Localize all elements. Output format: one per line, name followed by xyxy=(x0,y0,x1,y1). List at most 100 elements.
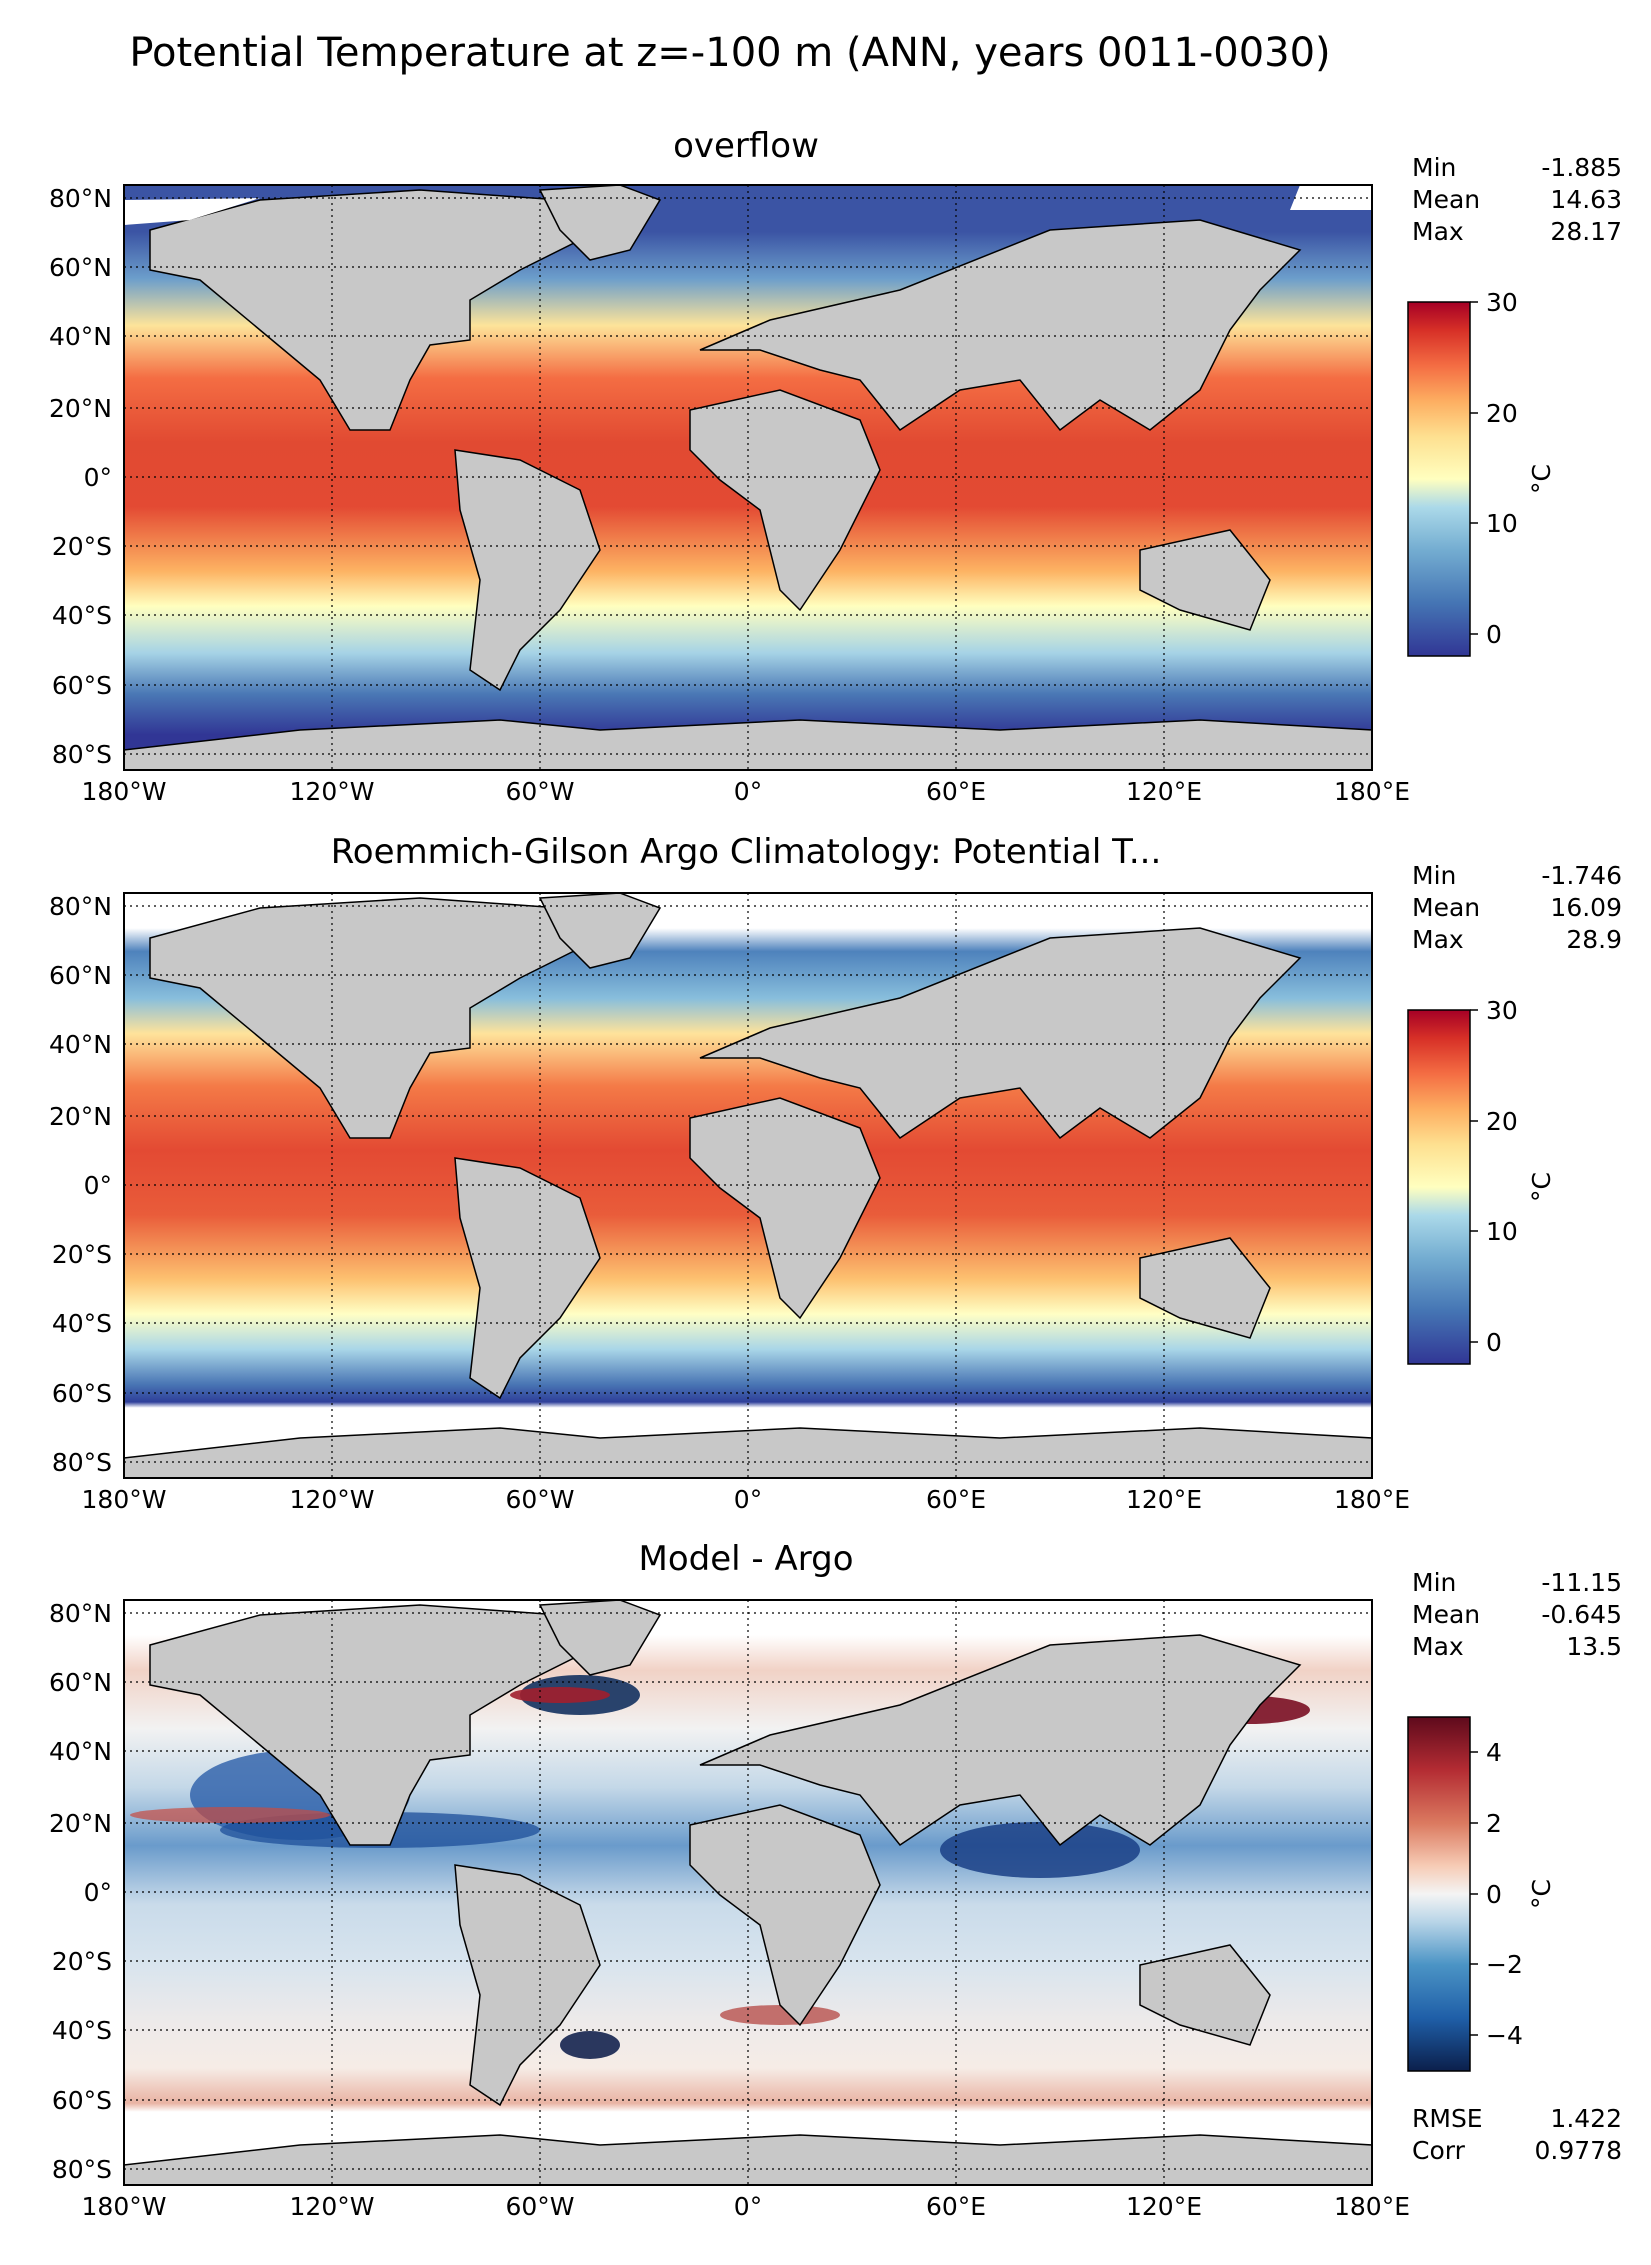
lat-tick-label: 0° xyxy=(84,463,112,492)
lat-tick-label: 80°N xyxy=(49,892,112,921)
gridlines xyxy=(124,1600,1372,2185)
colorbar: 0 10 20 30 °C xyxy=(1407,288,1556,657)
panel-overflow: overflow xyxy=(0,126,1651,840)
lat-tick-label: 40°S xyxy=(52,601,112,630)
stat-label: Max xyxy=(1412,925,1464,954)
lat-tick-label: 40°S xyxy=(52,1309,112,1338)
map-plot: 80°N 60°N 40°N 20°N 0° 20°S 40°S 60°S 80… xyxy=(49,184,1556,806)
lat-tick-label: 80°N xyxy=(49,1599,112,1628)
stat-label: Corr xyxy=(1412,2136,1465,2165)
stat-value: -1.746 xyxy=(1541,861,1622,890)
lon-tick-label: 180°W xyxy=(82,777,167,806)
lat-tick-label: 0° xyxy=(84,1171,112,1200)
lon-tick-label: 180°E xyxy=(1334,1485,1410,1514)
stat-value: 28.9 xyxy=(1566,925,1622,954)
colorbar-tick-label: 0 xyxy=(1486,620,1502,649)
colorbar: −4 −2 0 2 4 °C xyxy=(1407,1716,1556,2072)
lon-tick-label: 60°E xyxy=(926,1485,986,1514)
stat-value: 13.5 xyxy=(1566,1632,1622,1661)
panel-title: Model - Argo xyxy=(638,1539,854,1579)
lat-tick-label: 20°S xyxy=(52,532,112,561)
colorbar-bar xyxy=(1407,1716,1471,2072)
lat-tick-label: 20°N xyxy=(49,394,112,423)
lon-tick-label: 180°W xyxy=(82,2192,167,2221)
gridlines xyxy=(124,893,1372,1478)
colorbar-tick-label: 10 xyxy=(1486,1217,1518,1246)
figure-title: Potential Temperature at z=-100 m (ANN, … xyxy=(129,30,1331,76)
stat-label: Mean xyxy=(1412,893,1481,922)
stat-label: Max xyxy=(1412,1632,1464,1661)
colorbar-label: °C xyxy=(1527,464,1556,494)
lat-tick-label: 0° xyxy=(84,1878,112,1907)
lat-tick-label: 60°S xyxy=(52,671,112,700)
colorbar-tick-label: 30 xyxy=(1486,288,1518,317)
panel-argo-climatology: Roemmich-Gilson Argo Climatology: Potent… xyxy=(0,832,1651,1548)
lat-tick-labels: 80°N 60°N 40°N 20°N 0° 20°S 40°S 60°S 80… xyxy=(49,184,112,769)
colorbar-bar xyxy=(1407,1009,1471,1365)
lat-tick-label: 40°N xyxy=(49,1030,112,1059)
stat-value: 1.422 xyxy=(1550,2104,1622,2133)
lat-tick-label: 80°S xyxy=(52,1448,112,1477)
lon-tick-label: 0° xyxy=(734,1485,762,1514)
lon-tick-label: 60°E xyxy=(926,2192,986,2221)
stat-value: 28.17 xyxy=(1550,217,1622,246)
stats-box-rmse-corr: RMSE 1.422 Corr 0.9778 xyxy=(1412,2103,1622,2167)
colorbar-tick-label: 0 xyxy=(1486,1880,1502,1909)
lat-tick-label: 40°N xyxy=(49,322,112,351)
stat-value: 0.9778 xyxy=(1534,2136,1622,2165)
lon-tick-label: 60°W xyxy=(505,1485,574,1514)
lon-tick-label: 0° xyxy=(734,777,762,806)
lon-tick-label: 180°W xyxy=(82,1485,167,1514)
map-frame xyxy=(123,892,1373,1479)
stat-label: Min xyxy=(1412,861,1457,890)
lon-tick-label: 60°W xyxy=(505,777,574,806)
map-frame xyxy=(123,184,1373,771)
lat-tick-label: 60°S xyxy=(52,2086,112,2115)
colorbar-tick-label: 20 xyxy=(1486,1107,1518,1136)
stat-value: -1.885 xyxy=(1541,153,1622,182)
lat-tick-label: 80°N xyxy=(49,184,112,213)
lat-tick-labels: 80°N 60°N 40°N 20°N 0° 20°S 40°S 60°S 80… xyxy=(49,1599,112,2184)
lat-tick-label: 40°S xyxy=(52,2016,112,2045)
colorbar-label: °C xyxy=(1527,1172,1556,1202)
lon-tick-label: 60°E xyxy=(926,777,986,806)
lon-tick-labels: 180°W 120°W 60°W 0° 60°E 120°E 180°E xyxy=(82,1485,1410,1514)
map-plot: 80°N 60°N 40°N 20°N 0° 20°S 40°S 60°S 80… xyxy=(49,1599,1556,2221)
lat-tick-labels: 80°N 60°N 40°N 20°N 0° 20°S 40°S 60°S 80… xyxy=(49,892,112,1477)
lon-tick-labels: 180°W 120°W 60°W 0° 60°E 120°E 180°E xyxy=(82,777,1410,806)
stat-label: Mean xyxy=(1412,185,1481,214)
stat-value: -0.645 xyxy=(1541,1600,1622,1629)
colorbar-tick-label: 30 xyxy=(1486,996,1518,1025)
panel-title: overflow xyxy=(673,126,819,166)
colorbar-tick-label: 10 xyxy=(1486,509,1518,538)
lat-tick-label: 60°N xyxy=(49,1668,112,1697)
lat-tick-label: 80°S xyxy=(52,740,112,769)
lat-tick-label: 60°N xyxy=(49,253,112,282)
lon-tick-label: 180°E xyxy=(1334,2192,1410,2221)
lat-tick-label: 20°N xyxy=(49,1809,112,1838)
stat-label: RMSE xyxy=(1412,2104,1483,2133)
stat-value: 16.09 xyxy=(1550,893,1622,922)
lon-tick-label: 120°E xyxy=(1126,1485,1202,1514)
lon-tick-label: 0° xyxy=(734,2192,762,2221)
stat-label: Min xyxy=(1412,153,1457,182)
stat-value: -11.15 xyxy=(1541,1568,1622,1597)
colorbar: 0 10 20 30 °C xyxy=(1407,996,1556,1365)
lon-tick-label: 180°E xyxy=(1334,777,1410,806)
colorbar-tick-label: −4 xyxy=(1486,2021,1523,2050)
stats-box: Min -1.885 Mean 14.63 Max 28.17 xyxy=(1412,152,1622,248)
colorbar-tick-label: 2 xyxy=(1486,1809,1502,1838)
colorbar-bar xyxy=(1407,301,1471,657)
lat-tick-label: 60°N xyxy=(49,961,112,990)
stats-box: Min -11.15 Mean -0.645 Max 13.5 xyxy=(1412,1567,1622,1663)
lon-tick-label: 120°W xyxy=(290,2192,375,2221)
lat-tick-label: 20°S xyxy=(52,1240,112,1269)
lat-tick-label: 20°N xyxy=(49,1102,112,1131)
lon-tick-labels: 180°W 120°W 60°W 0° 60°E 120°E 180°E xyxy=(82,2192,1410,2221)
map-frame xyxy=(123,1599,1373,2186)
colorbar-tick-label: 4 xyxy=(1486,1738,1502,1767)
lon-tick-label: 120°W xyxy=(290,777,375,806)
panel-title: Roemmich-Gilson Argo Climatology: Potent… xyxy=(330,832,1162,872)
lon-tick-label: 120°W xyxy=(290,1485,375,1514)
lat-tick-label: 20°S xyxy=(52,1947,112,1976)
